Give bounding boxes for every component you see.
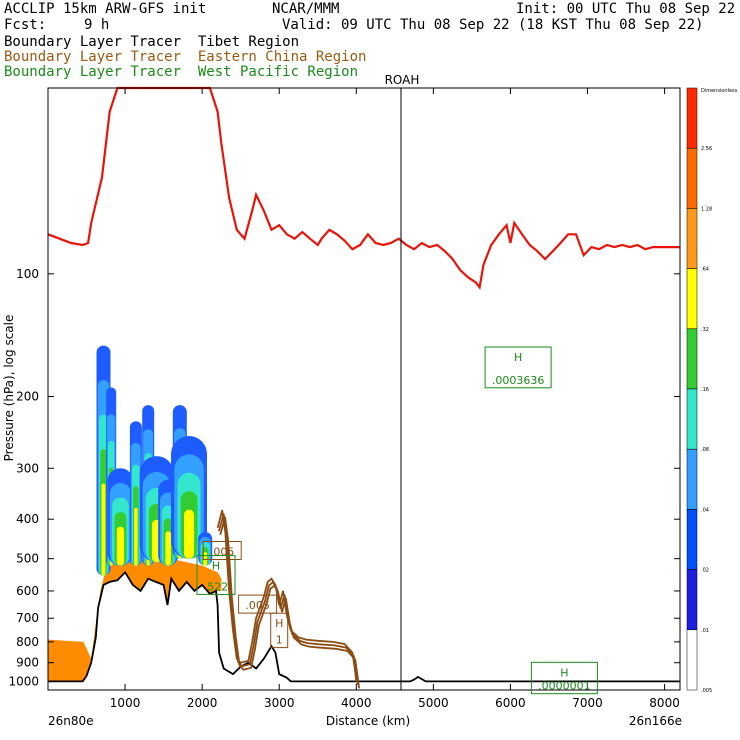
x-tick-label-6: 7000 — [572, 696, 603, 710]
colorbar-swatch-2 — [686, 208, 698, 269]
colorbar-title: Dimensionless — [701, 88, 738, 94]
annotation-0: .005 — [210, 545, 235, 558]
annotation-box-0 — [202, 541, 242, 560]
annotation-5: 1 — [276, 634, 283, 647]
legend-tibet: Boundary Layer Tracer Tibet Region — [4, 34, 300, 50]
y-tick-label-3: 700 — [16, 611, 39, 625]
plume-2-layer-4 — [116, 526, 125, 566]
colorbar-label-9: .005 — [701, 688, 712, 694]
x-tick-label-4: 5000 — [418, 696, 449, 710]
x-tick-label-0: 1000 — [110, 696, 141, 710]
eastern-china-contour-2 — [219, 516, 360, 689]
colorbar-swatch-5 — [686, 388, 698, 450]
y-tick-label-7: 300 — [16, 461, 39, 475]
terrain-line — [48, 570, 680, 683]
plume-3-layer-4 — [134, 507, 138, 566]
y-tick-label-4: 600 — [16, 584, 39, 598]
y-tick-label-2: 800 — [16, 635, 39, 649]
right-endpoint-label: 26n166e — [629, 714, 682, 728]
header-valid: Valid: 09 UTC Thu 08 Sep 22 (18 KST Thu … — [282, 17, 704, 33]
y-tick-label-0: 1000 — [8, 674, 39, 688]
colorbar-swatch-3 — [686, 268, 698, 330]
annotation-8: H — [560, 666, 568, 679]
annotation-box-1 — [196, 555, 236, 595]
colorbar-label-3: .32 — [701, 327, 709, 333]
plot-frame — [47, 87, 681, 691]
colorbar: 2.56 1.28 .64 .32 .16 .08 .04 .02 .01 .005 Dimensi… — [686, 87, 738, 694]
header-org: NCAR/MMM — [272, 1, 340, 17]
colorbar-swatch-9 — [686, 629, 698, 691]
plume-6-layer-4 — [165, 531, 171, 566]
annotation-box-4 — [484, 346, 552, 389]
eastern-china-contour-1 — [218, 513, 359, 686]
plume-0-layer-4 — [101, 483, 106, 576]
eastern-china-contour-0 — [216, 509, 358, 682]
colorbar-label-6: .04 — [701, 507, 709, 513]
tracer-base-fill — [48, 555, 222, 682]
colorbar-swatch-6 — [686, 448, 698, 510]
annotation-6: H — [514, 351, 522, 364]
x-axis-label: Distance (km) — [326, 714, 410, 728]
annotation-2: .522 — [204, 580, 229, 593]
y-axis-label: Pressure (hPa), log scale — [2, 315, 16, 462]
colorbar-label-5: .08 — [701, 447, 709, 453]
colorbar-label-2: .64 — [701, 267, 709, 273]
header-model: ACCLIP 15km ARW-GFS init — [4, 1, 207, 17]
y-tick-label-6: 400 — [16, 512, 39, 526]
left-endpoint-label: 26n80e — [48, 714, 94, 728]
colorbar-label-4: .16 — [701, 387, 709, 393]
header-fcst-label: Fcst: — [4, 17, 47, 33]
colorbar-swatch-0 — [686, 87, 698, 149]
annotation-box-5 — [530, 661, 598, 695]
series-lines-layer — [47, 86, 680, 690]
x-tick-label-2: 3000 — [264, 696, 295, 710]
colorbar-swatch-7 — [686, 509, 698, 570]
colorbar-label-7: .02 — [701, 568, 709, 574]
y-tick-label-9: 100 — [16, 267, 39, 281]
colorbar-swatch-4 — [686, 328, 698, 390]
y-tick-label-8: 200 — [16, 389, 39, 403]
annotation-7: .0003636 — [492, 374, 545, 387]
x-tick-label-1: 2000 — [187, 696, 218, 710]
marker-label-roah: ROAH — [385, 73, 420, 87]
header-fcst-value: 9 h — [84, 17, 110, 33]
colorbar-label-8: .01 — [701, 628, 709, 634]
colorbar-swatch-1 — [686, 147, 698, 209]
plume-9-layer-4 — [203, 552, 208, 566]
colorbar-label-1: 1.28 — [701, 206, 712, 212]
colorbar-swatch-8 — [686, 569, 698, 631]
annotation-box-3 — [270, 612, 289, 649]
annotation-4: H — [275, 617, 283, 630]
legend-west-pacific: Boundary Layer Tracer West Pacific Regio… — [4, 64, 359, 80]
annotation-1: H — [212, 560, 220, 573]
x-tick-label-5: 6000 — [495, 696, 526, 710]
x-tick-label-7: 8000 — [649, 696, 680, 710]
tropopause-line — [47, 86, 680, 291]
x-tick-label-3: 4000 — [341, 696, 372, 710]
axes-layer: 1000 2000 3000 4000 5000 6000 7000 8000 1000 900 8… — [8, 88, 680, 710]
annotation-box-2 — [238, 594, 278, 614]
annotation-9: .0000001 — [538, 680, 591, 693]
plume-8-layer-4 — [184, 509, 195, 559]
y-tick-label-1: 900 — [16, 656, 39, 670]
header-init: Init: 00 UTC Thu 08 Sep 22 — [516, 1, 736, 17]
legend-eastern-china: Boundary Layer Tracer Eastern China Regi… — [4, 49, 367, 65]
y-tick-label-5: 500 — [16, 552, 39, 566]
annotation-3: .005 — [245, 599, 270, 612]
colorbar-label-0: 2.56 — [701, 146, 712, 152]
tracer-fill-layer — [48, 345, 222, 682]
